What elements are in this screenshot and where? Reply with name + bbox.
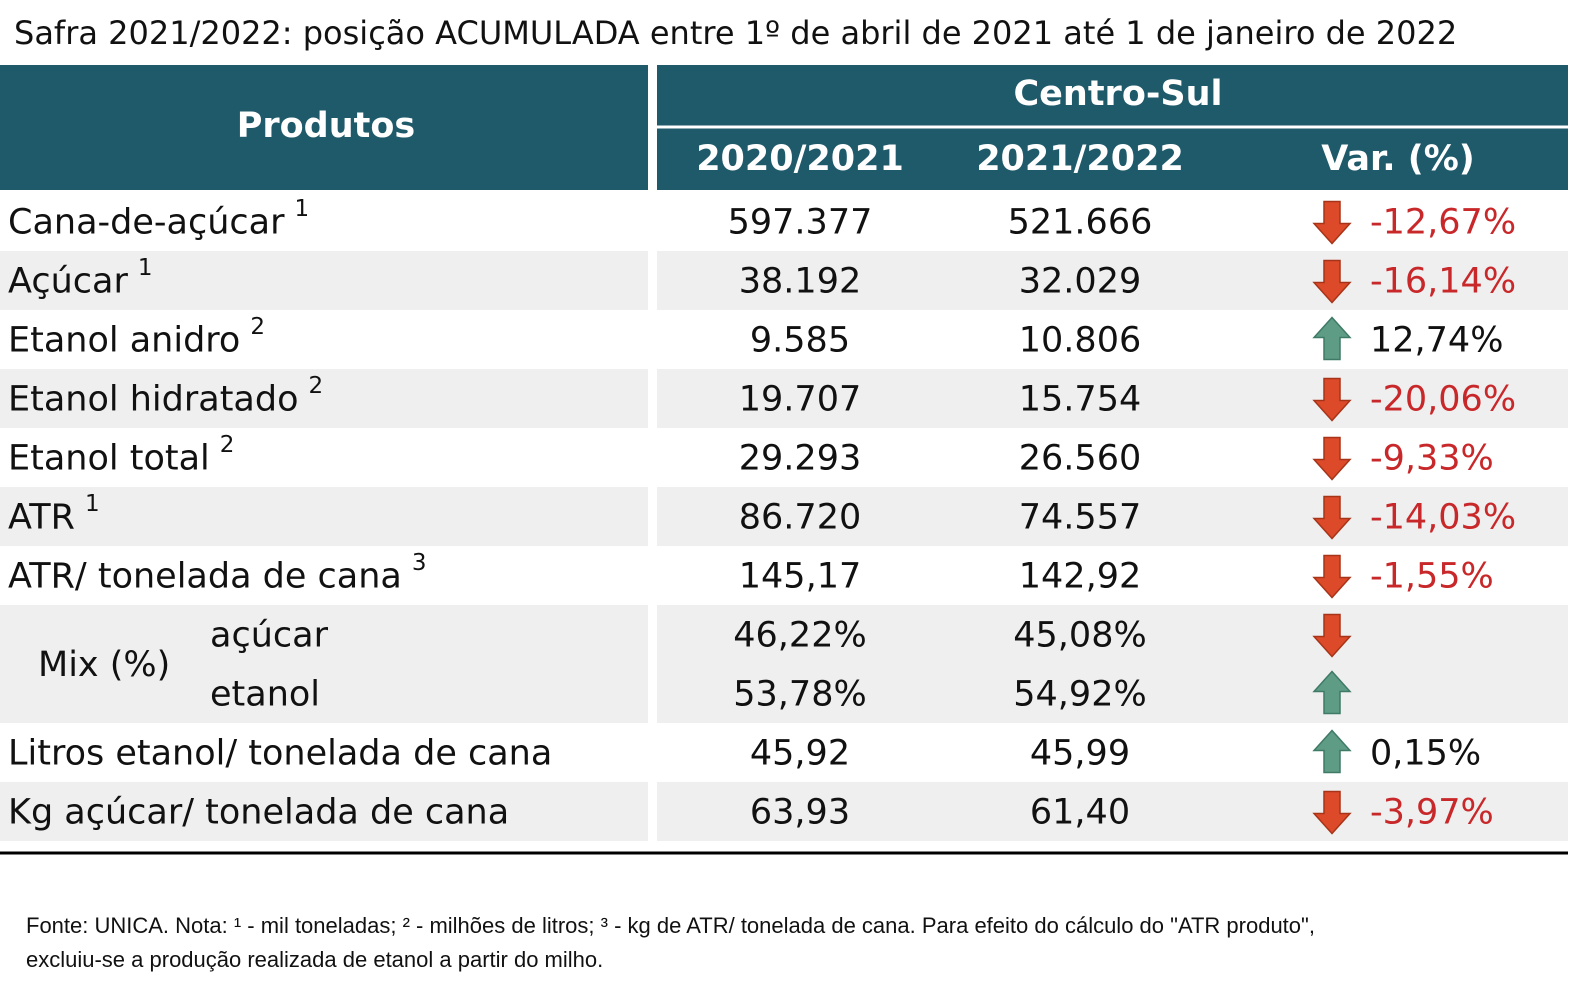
footnote: Fonte: UNICA. Nota: ¹ - mil toneladas; ²… [26,913,1315,938]
header-column: 2021/2022 [976,139,1184,179]
row-note: 2 [309,373,324,399]
cell-value: 53,78% [733,675,866,715]
cell-value: 15.754 [1019,380,1141,420]
cell-value: 38.192 [739,262,861,302]
cell-value: 46,22% [733,616,866,656]
trend-arrow [1312,554,1352,599]
cell-var: -3,97% [1370,793,1494,833]
header-column: 2020/2021 [696,139,904,179]
row-bg [0,369,648,428]
row-note: 1 [85,491,100,517]
cell-var: -20,06% [1370,380,1516,420]
cell-value: 63,93 [750,793,850,833]
row-label: Etanol hidratado [8,380,299,420]
cell-var: 0,15% [1370,734,1481,774]
trend-arrow [1312,670,1352,715]
cell-value: 45,08% [1013,616,1146,656]
cell-var: -12,67% [1370,203,1516,243]
cell-value: 10.806 [1019,321,1141,361]
trend-arrow [1312,613,1352,658]
trend-arrow [1312,200,1352,245]
header-products: Produtos [237,106,416,146]
cell-value: 86.720 [739,498,861,538]
cell-var: -1,55% [1370,557,1494,597]
cell-value: 32.029 [1019,262,1141,302]
cell-var: -16,14% [1370,262,1516,302]
cell-value: 142,92 [1019,557,1141,597]
cell-value: 29.293 [739,439,861,479]
header-bg [0,65,648,190]
row-note: 3 [412,550,427,576]
row-bg [657,487,1568,546]
cell-value: 45,92 [750,734,850,774]
cell-var: -9,33% [1370,439,1494,479]
trend-arrow [1312,316,1352,361]
cell-value: 19.707 [739,380,861,420]
row-note: 2 [250,314,265,340]
cell-value: 521.666 [1008,203,1153,243]
row-label: Kg açúcar/ tonelada de cana [8,793,509,833]
row-note: 1 [294,196,309,222]
row-label: ATR/ tonelada de cana [8,557,402,597]
row-label: ATR [8,498,75,538]
row-label: Mix (%) [38,645,170,685]
cell-var: -14,03% [1370,498,1516,538]
cell-value: 45,99 [1030,734,1130,774]
row-label: Açúcar [8,262,128,302]
sub-label: etanol [210,675,320,715]
row-bg [657,369,1568,428]
trend-arrow [1312,377,1352,422]
cell-value: 26.560 [1019,439,1141,479]
row-label: Litros etanol/ tonelada de cana [8,734,552,774]
trend-arrow [1312,729,1352,774]
trend-arrow [1312,259,1352,304]
row-bg [657,251,1568,310]
row-bg [0,782,648,841]
cell-value: 54,92% [1013,675,1146,715]
cell-value: 145,17 [739,557,861,597]
row-bg [0,487,648,546]
trend-arrow [1312,790,1352,835]
footnote: excluiu-se a produção realizada de etano… [26,947,603,972]
row-bg [0,251,648,310]
header-column: Var. (%) [1321,139,1475,179]
cell-var: 12,74% [1370,321,1503,361]
trend-arrow [1312,436,1352,481]
row-bg [657,605,1568,723]
row-label: Etanol total [8,439,210,479]
header-region: Centro-Sul [1013,74,1222,114]
cell-value: 74.557 [1019,498,1141,538]
row-note: 1 [138,255,153,281]
row-note: 2 [220,432,235,458]
cell-value: 61,40 [1030,793,1130,833]
sub-label: açúcar [210,616,329,656]
row-label: Cana-de-açúcar [8,203,285,243]
row-bg [657,782,1568,841]
row-bg [0,605,648,723]
row-label: Etanol anidro [8,321,240,361]
cell-value: 9.585 [750,321,850,361]
trend-arrow [1312,495,1352,540]
cell-value: 597.377 [728,203,873,243]
title: Safra 2021/2022: posição ACUMULADA entre… [14,14,1457,52]
